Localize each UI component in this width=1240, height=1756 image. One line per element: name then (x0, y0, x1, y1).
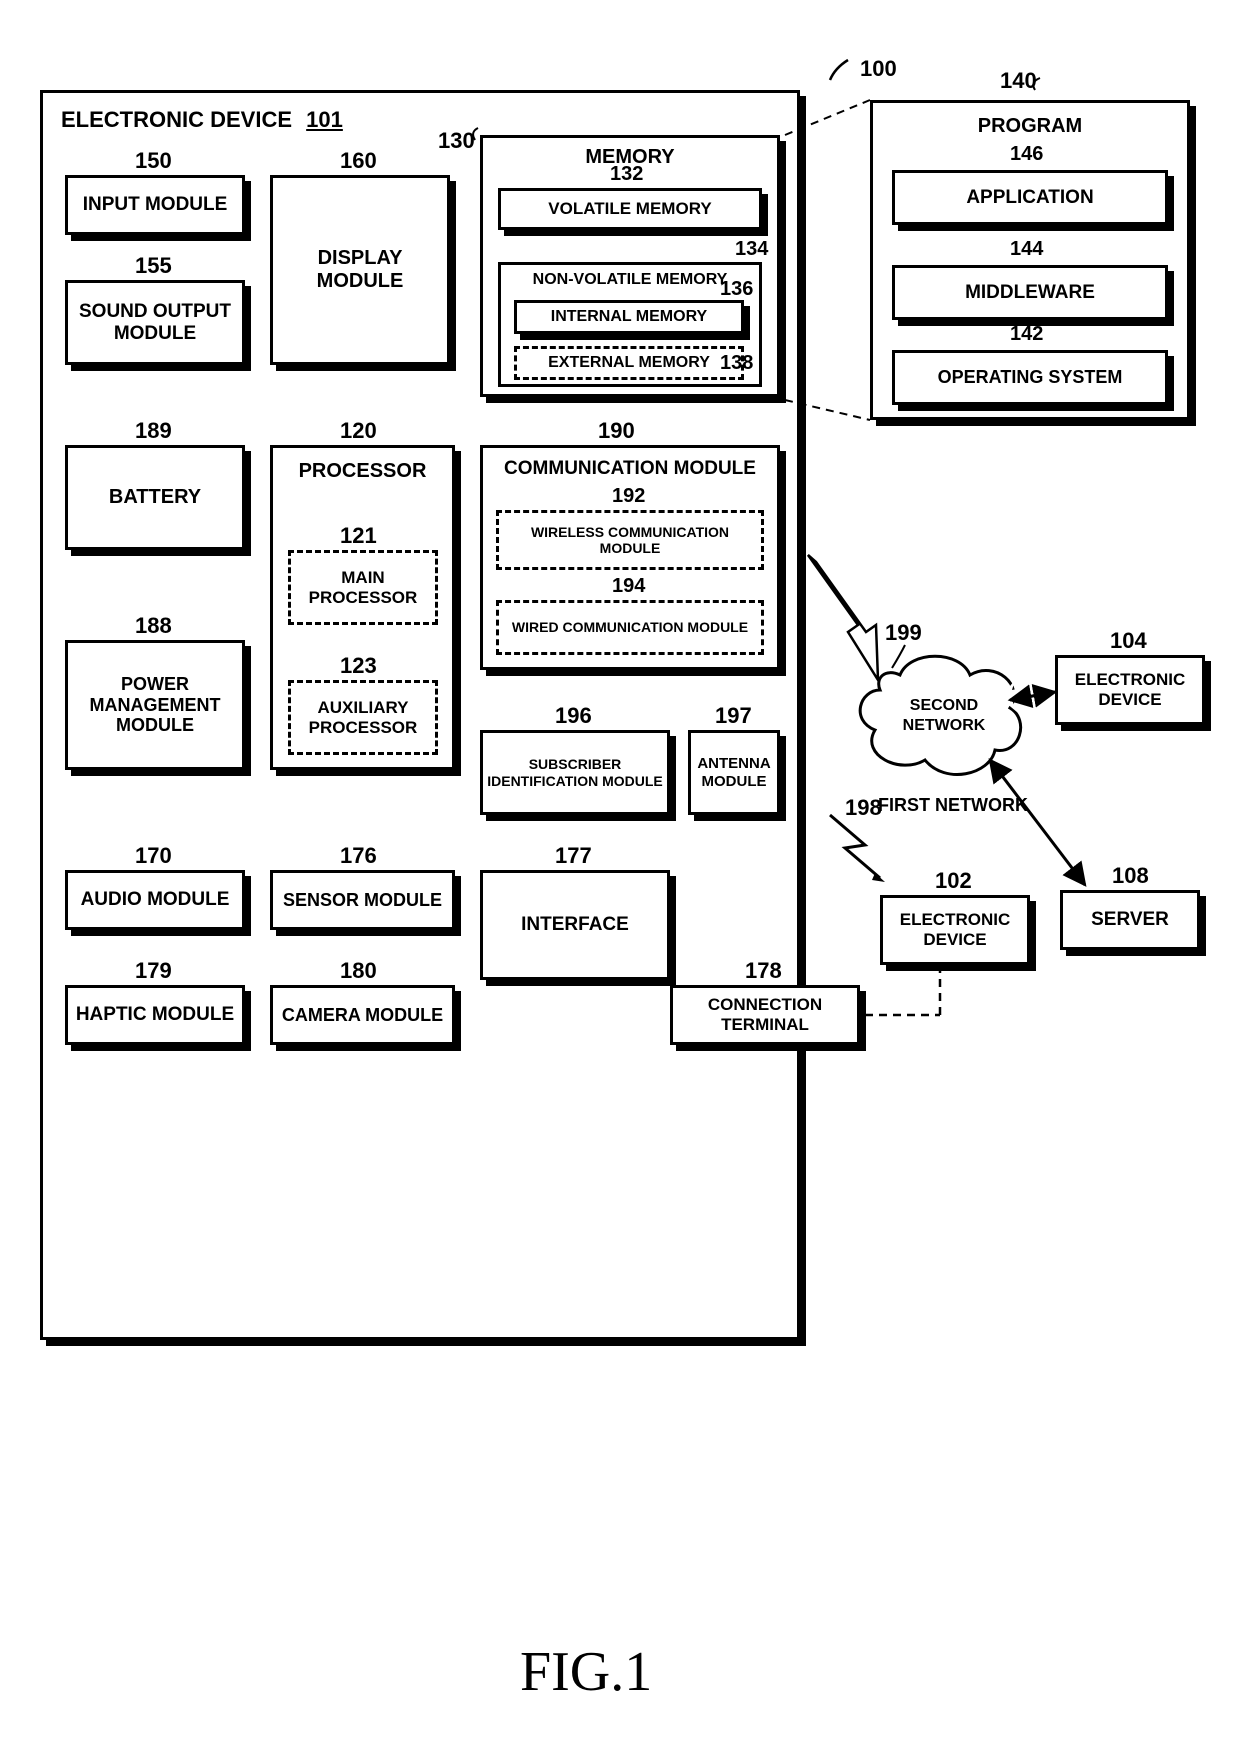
display-module: DISPLAY MODULE (270, 175, 450, 365)
ref-179: 179 (135, 958, 172, 984)
ref-196: 196 (555, 703, 592, 729)
ref-170: 170 (135, 843, 172, 869)
server: SERVER (1060, 890, 1200, 950)
ref-121: 121 (340, 523, 377, 549)
auxiliary-processor: AUXILIARY PROCESSOR (288, 680, 438, 755)
ref-102: 102 (935, 868, 972, 894)
ref-100: 100 (820, 50, 897, 90)
second-network-text-1: SECOND (910, 697, 978, 714)
device-title: ELECTRONIC DEVICE (61, 107, 292, 132)
ref-192: 192 (612, 485, 645, 508)
ref-136: 136 (720, 278, 753, 301)
ref-194: 194 (612, 575, 645, 598)
arrow-cloud-dev104 (1000, 680, 1055, 712)
ref-130: 130 (438, 128, 475, 154)
audio-module: AUDIO MODULE (65, 870, 245, 930)
external-memory: EXTERNAL MEMORY (514, 346, 744, 380)
ref-178: 178 (745, 958, 782, 984)
ref-176: 176 (340, 843, 377, 869)
subscriber-identification-module: SUBSCRIBER IDENTIFICATION MODULE (480, 730, 670, 815)
arrow-cloud-server (990, 760, 1085, 885)
connection-terminal: CONNECTION TERMINAL (670, 985, 860, 1045)
input-module: INPUT MODULE (65, 175, 245, 235)
middleware: MIDDLEWARE (892, 265, 1168, 320)
ref-177: 177 (555, 843, 592, 869)
antenna-module: ANTENNA MODULE (688, 730, 780, 815)
interface: INTERFACE (480, 870, 670, 980)
sensor-module: SENSOR MODULE (270, 870, 455, 930)
ref-123: 123 (340, 653, 377, 679)
ref-146: 146 (1010, 143, 1043, 166)
ref-140: 140 (1000, 68, 1037, 94)
application: APPLICATION (892, 170, 1168, 225)
battery: BATTERY (65, 445, 245, 550)
wireless-communication-module: WIRELESS COMMUNICATION MODULE (496, 510, 764, 570)
ref-160: 160 (340, 148, 377, 174)
second-network-cloud: SECOND NETWORK (860, 656, 1020, 774)
ref-180: 180 (340, 958, 377, 984)
device-ref-inline: 101 (306, 107, 343, 132)
second-network-text-2: NETWORK (903, 717, 986, 734)
ref-142: 142 (1010, 323, 1043, 346)
diagram-canvas: ELECTRONIC DEVICE 101 100 INPUT MODULE 1… (0, 0, 1240, 1756)
volatile-memory: VOLATILE MEMORY (498, 188, 762, 230)
ref-134: 134 (735, 238, 768, 261)
ref-198: 198 (845, 795, 882, 821)
ref-132: 132 (610, 163, 643, 186)
first-network-label: FIRST NETWORK (878, 795, 1028, 816)
ref-108: 108 (1112, 863, 1149, 889)
first-network-lightning (830, 815, 885, 882)
haptic-module: HAPTIC MODULE (65, 985, 245, 1045)
main-processor: MAIN PROCESSOR (288, 550, 438, 625)
electronic-device-104: ELECTRONIC DEVICE (1055, 655, 1205, 725)
wired-communication-module: WIRED COMMUNICATION MODULE (496, 600, 764, 655)
ref-190: 190 (598, 418, 635, 444)
ref-197: 197 (715, 703, 752, 729)
arrow-device-cloud (808, 555, 878, 680)
ref-144: 144 (1010, 238, 1043, 261)
power-management-module: POWER MANAGEMENT MODULE (65, 640, 245, 770)
ref-150: 150 (135, 148, 172, 174)
ref-188: 188 (135, 613, 172, 639)
operating-system: OPERATING SYSTEM (892, 350, 1168, 405)
electronic-device-102: ELECTRONIC DEVICE (880, 895, 1030, 965)
ref-138: 138 (720, 352, 753, 375)
ref-189: 189 (135, 418, 172, 444)
ref-120: 120 (340, 418, 377, 444)
ref-199: 199 (885, 620, 922, 646)
internal-memory: INTERNAL MEMORY (514, 300, 744, 334)
camera-module: CAMERA MODULE (270, 985, 455, 1045)
ref-155: 155 (135, 253, 172, 279)
figure-label: FIG.1 (520, 1640, 652, 1704)
sound-output-module: SOUND OUTPUT MODULE (65, 280, 245, 365)
ref-104: 104 (1110, 628, 1147, 654)
